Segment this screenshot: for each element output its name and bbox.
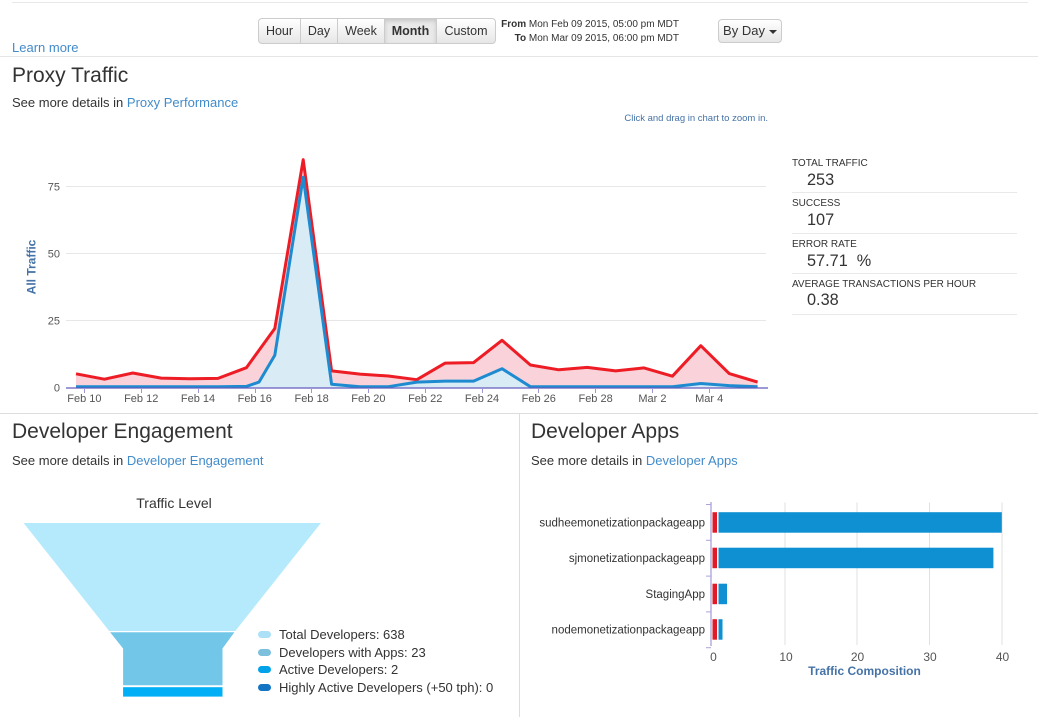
svg-text:Feb 28: Feb 28	[578, 393, 612, 405]
svg-text:Feb 18: Feb 18	[294, 393, 328, 405]
svg-text:Feb 14: Feb 14	[181, 393, 215, 405]
svg-text:sjmonetizationpackageapp: sjmonetizationpackageapp	[569, 553, 705, 565]
svg-text:Feb 20: Feb 20	[351, 393, 385, 405]
svg-text:40: 40	[996, 650, 1010, 664]
svg-text:50: 50	[48, 249, 60, 261]
svg-text:Traffic Composition: Traffic Composition	[808, 664, 921, 678]
svg-text:Mar 2: Mar 2	[638, 393, 666, 405]
svg-text:25: 25	[48, 316, 60, 328]
svg-text:Feb 24: Feb 24	[465, 393, 499, 405]
svg-text:Feb 16: Feb 16	[238, 393, 272, 405]
svg-text:0: 0	[710, 650, 717, 664]
svg-text:Feb 22: Feb 22	[408, 393, 442, 405]
svg-text:Feb 12: Feb 12	[124, 393, 158, 405]
svg-text:30: 30	[923, 650, 937, 664]
svg-text:75: 75	[48, 182, 60, 194]
svg-text:Feb 10: Feb 10	[67, 393, 101, 405]
svg-text:nodemonetizationpackageapp: nodemonetizationpackageapp	[552, 625, 705, 637]
svg-text:Feb 26: Feb 26	[522, 393, 556, 405]
svg-text:sudheemonetizationpackageapp: sudheemonetizationpackageapp	[539, 518, 705, 530]
svg-text:0: 0	[54, 383, 60, 395]
svg-text:All Traffic: All Traffic	[25, 239, 39, 294]
svg-text:20: 20	[851, 650, 865, 664]
svg-text:10: 10	[779, 650, 793, 664]
svg-text:Mar 4: Mar 4	[695, 393, 723, 405]
svg-text:StagingApp: StagingApp	[646, 589, 705, 601]
